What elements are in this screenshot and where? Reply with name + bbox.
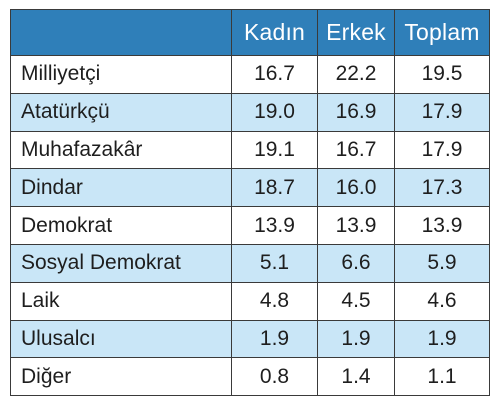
row-label: Sosyal Demokrat (10, 243, 232, 283)
survey-table: Kadın Erkek Toplam Milliyetçi 16.7 22.2 … (10, 9, 490, 397)
cell-kadin: 19.0 (231, 92, 318, 132)
cell-kadin: 19.1 (231, 130, 318, 170)
cell-toplam: 4.6 (394, 281, 490, 321)
row-label: Diğer (10, 357, 232, 397)
row-label: Dindar (10, 168, 232, 208)
cell-erkek: 4.5 (317, 281, 395, 321)
cell-toplam: 5.9 (394, 243, 490, 283)
cell-toplam: 17.9 (394, 92, 490, 132)
cell-erkek: 6.6 (317, 243, 395, 283)
cell-toplam: 1.9 (394, 319, 490, 359)
cell-kadin: 16.7 (231, 55, 318, 94)
header-row: Kadın Erkek Toplam (10, 9, 490, 56)
table-row: Diğer 0.8 1.4 1.1 (10, 357, 490, 397)
cell-erkek: 16.7 (317, 130, 395, 170)
cell-erkek: 22.2 (317, 55, 395, 94)
cell-toplam: 17.9 (394, 130, 490, 170)
table-row: Atatürkçü 19.0 16.9 17.9 (10, 92, 490, 132)
table-row: Dindar 18.7 16.0 17.3 (10, 168, 490, 208)
cell-toplam: 17.3 (394, 168, 490, 208)
table-row: Ulusalcı 1.9 1.9 1.9 (10, 319, 490, 359)
row-label: Demokrat (10, 206, 232, 245)
cell-kadin: 1.9 (231, 319, 318, 359)
table-row: Milliyetçi 16.7 22.2 19.5 (10, 55, 490, 94)
cell-erkek: 1.4 (317, 357, 395, 397)
row-label: Ulusalcı (10, 319, 232, 359)
table-row: Muhafazakâr 19.1 16.7 17.9 (10, 130, 490, 170)
header-kadin: Kadın (231, 9, 318, 56)
table-row: Laik 4.8 4.5 4.6 (10, 281, 490, 321)
header-erkek: Erkek (317, 9, 395, 56)
table-row: Sosyal Demokrat 5.1 6.6 5.9 (10, 243, 490, 283)
cell-erkek: 16.0 (317, 168, 395, 208)
cell-toplam: 13.9 (394, 206, 490, 245)
cell-erkek: 16.9 (317, 92, 395, 132)
cell-kadin: 13.9 (231, 206, 318, 245)
row-label: Muhafazakâr (10, 130, 232, 170)
cell-kadin: 0.8 (231, 357, 318, 397)
cell-toplam: 1.1 (394, 357, 490, 397)
cell-toplam: 19.5 (394, 55, 490, 94)
row-label: Milliyetçi (10, 55, 232, 94)
cell-kadin: 5.1 (231, 243, 318, 283)
row-label: Atatürkçü (10, 92, 232, 132)
row-label: Laik (10, 281, 232, 321)
header-toplam: Toplam (394, 9, 490, 56)
cell-kadin: 4.8 (231, 281, 318, 321)
header-corner-cell (10, 9, 232, 56)
table-row: Demokrat 13.9 13.9 13.9 (10, 206, 490, 245)
cell-erkek: 13.9 (317, 206, 395, 245)
cell-kadin: 18.7 (231, 168, 318, 208)
cell-erkek: 1.9 (317, 319, 395, 359)
